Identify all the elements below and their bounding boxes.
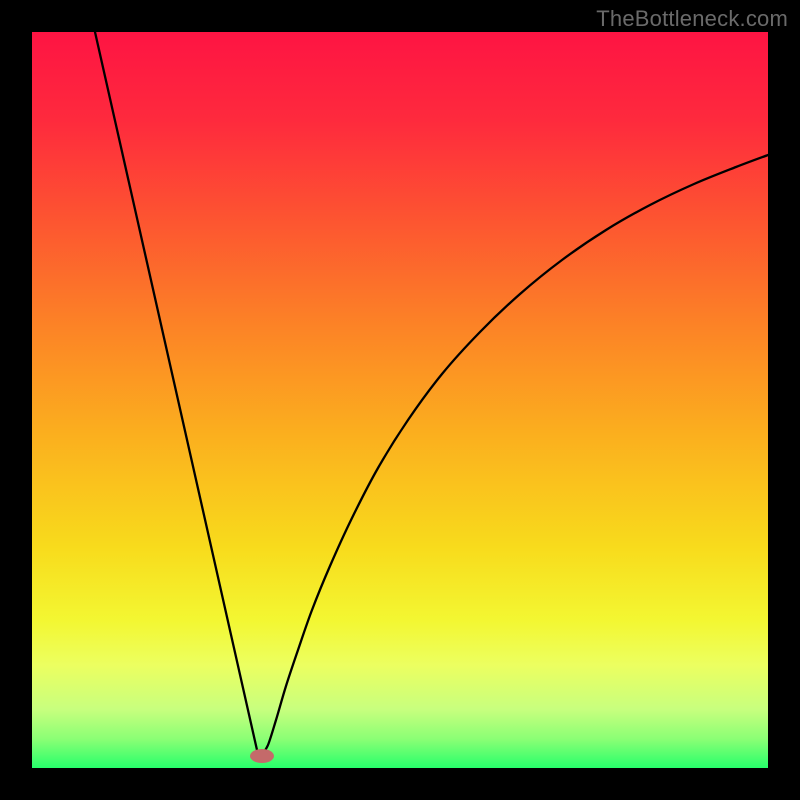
watermark-text: TheBottleneck.com bbox=[596, 6, 788, 32]
chart-container: TheBottleneck.com bbox=[0, 0, 800, 800]
optimal-point-marker bbox=[250, 749, 274, 763]
chart-background bbox=[32, 32, 768, 768]
bottleneck-chart bbox=[0, 0, 800, 800]
